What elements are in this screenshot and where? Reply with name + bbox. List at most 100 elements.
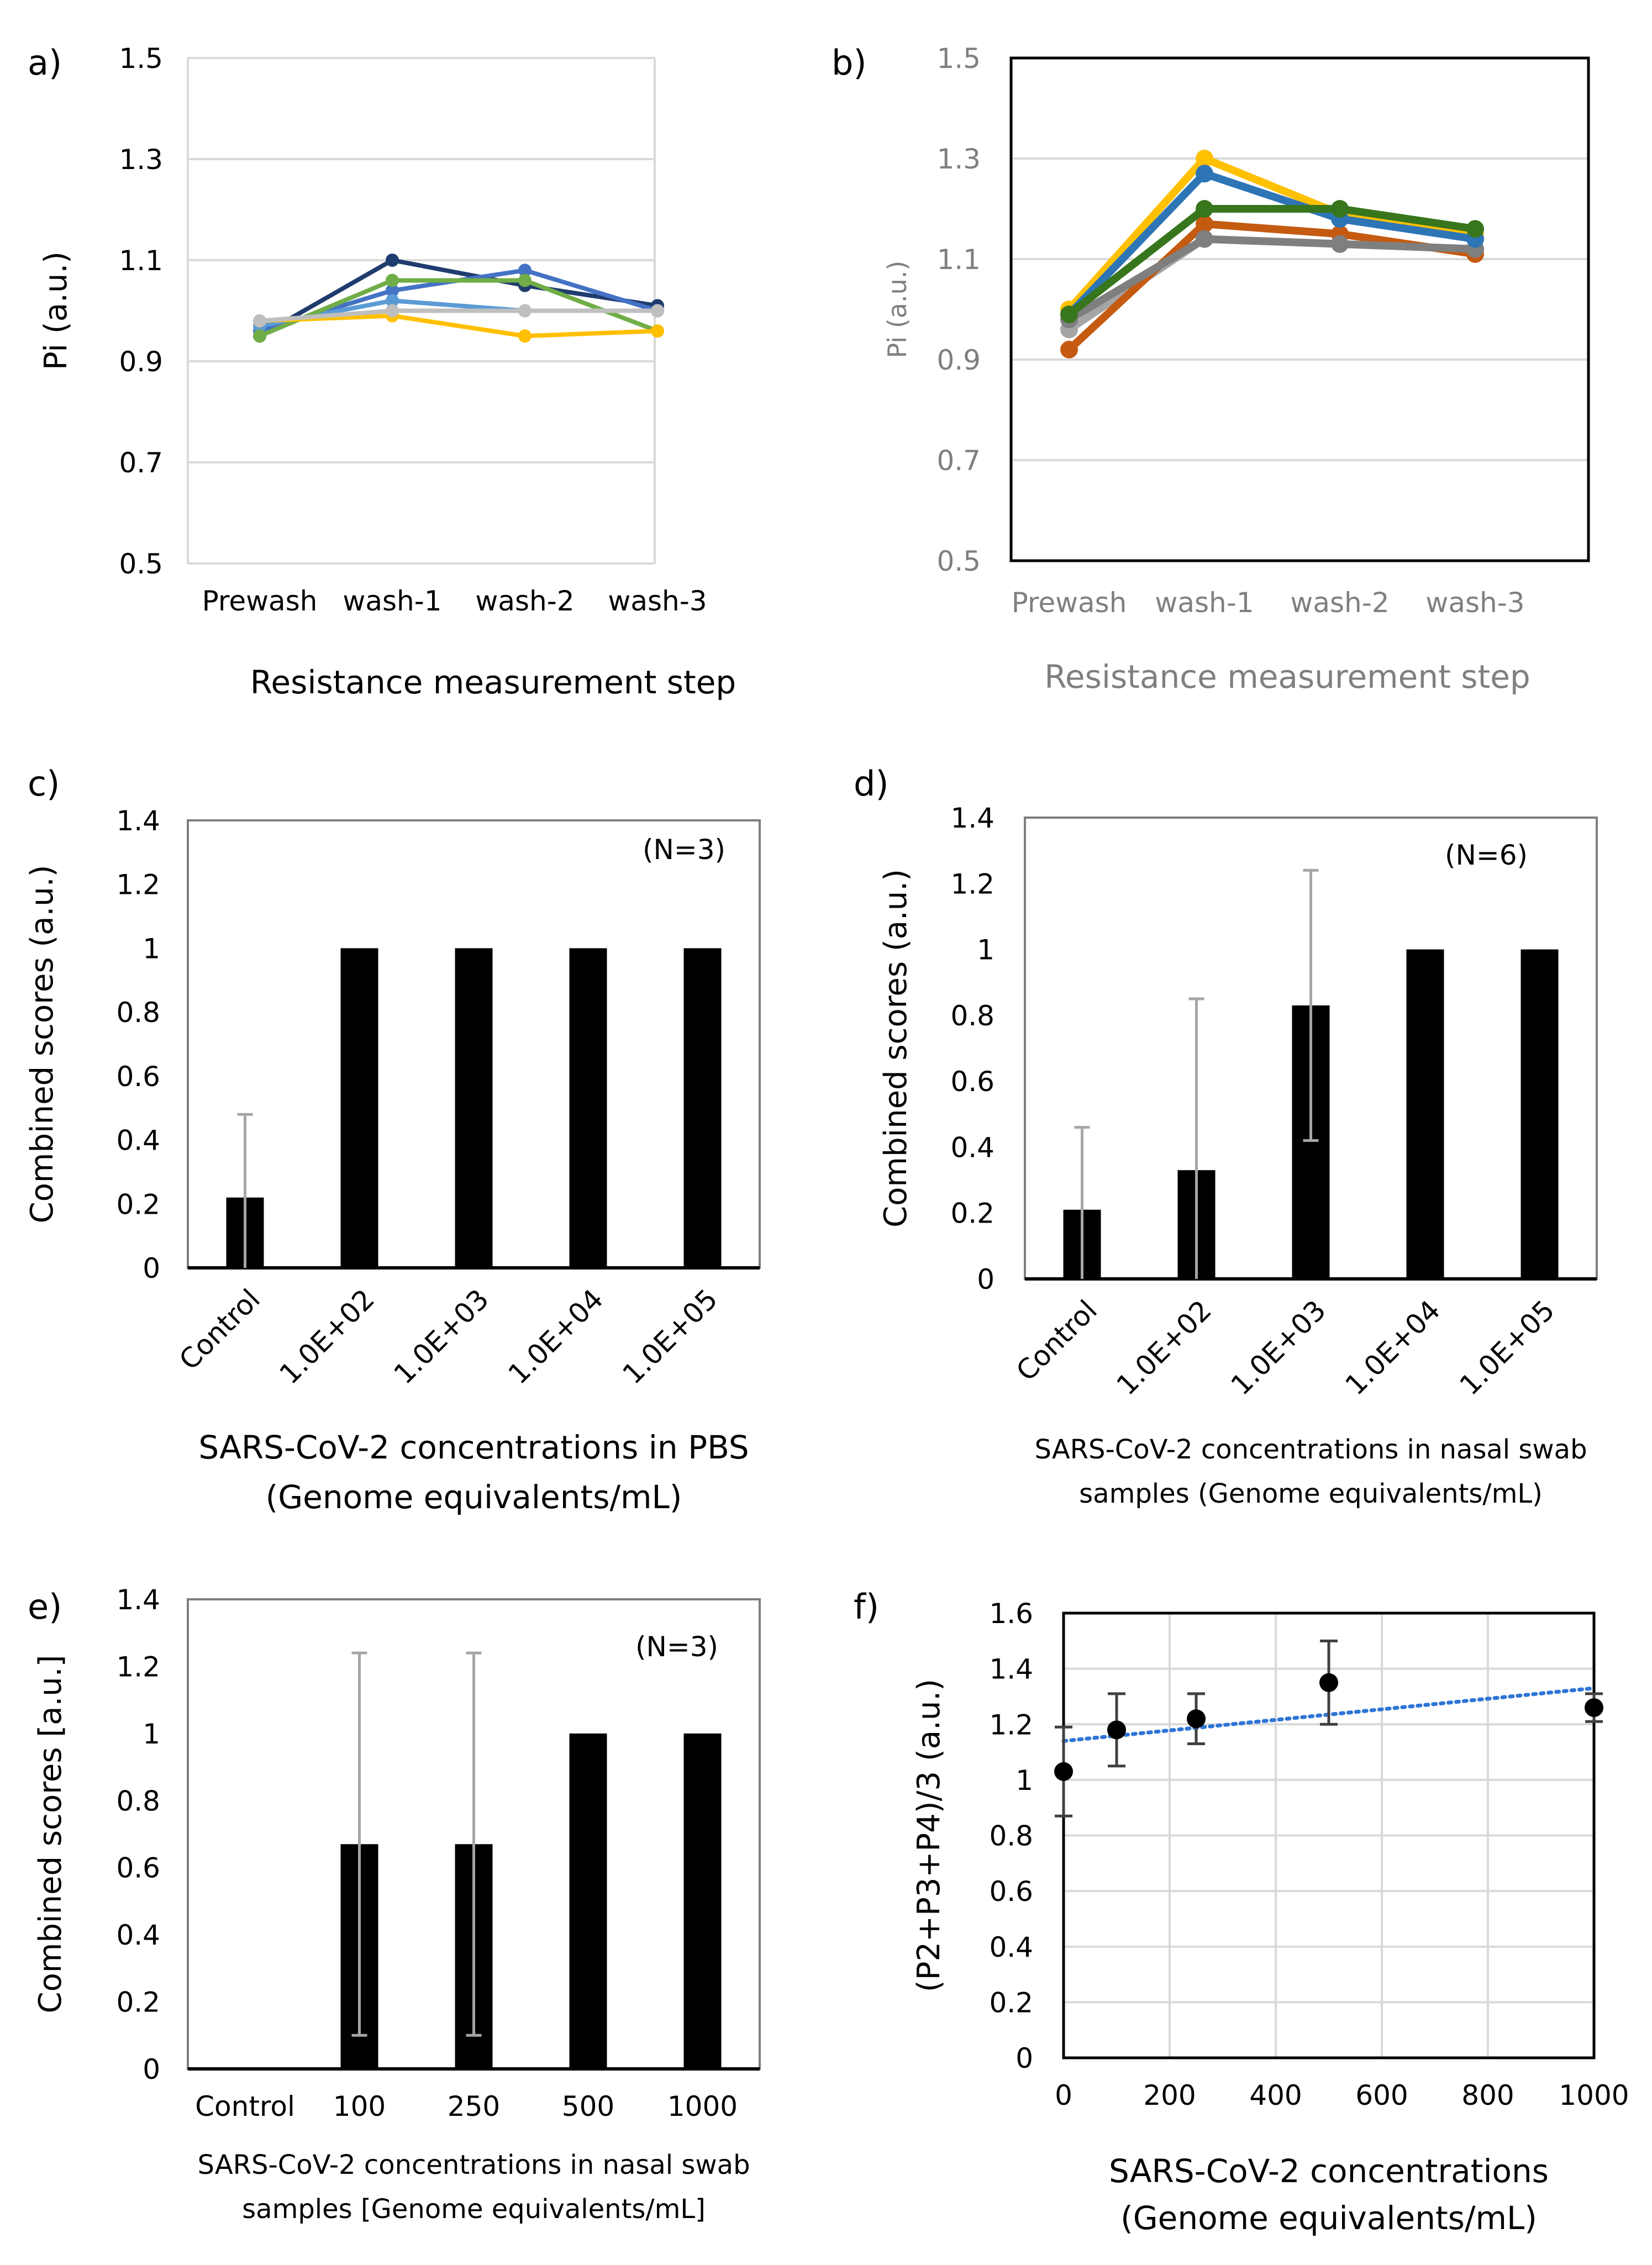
x-tick-label: 1000 xyxy=(667,2090,738,2122)
data-point xyxy=(1196,230,1213,248)
bar xyxy=(683,948,722,1268)
panel-a: a) 0.5 0.7 0.9 1.1 1.3 1.5 Pi (a.u.) Resistance … xyxy=(28,43,736,701)
data-point xyxy=(1196,165,1213,183)
series-line xyxy=(1066,205,1476,318)
data-point xyxy=(1466,220,1484,238)
panel-f: f) 0 0.2 0.4 0.6 0.8 1 1.2 1.4 1.6 (P2+P3+P4)/3 (a… xyxy=(854,1587,1629,2237)
y-tick-label: 1.2 xyxy=(116,1651,160,1683)
y-tick-label: 0.2 xyxy=(116,1987,160,2019)
data-point xyxy=(386,283,399,297)
sample-size-annotation: (N=3) xyxy=(635,1631,718,1663)
x-tick-label: wash-1 xyxy=(1155,587,1254,619)
y-axis-title: Combined scores (a.u.) xyxy=(878,869,914,1228)
plot-frame xyxy=(1062,1611,1596,2059)
x-tick-label: 1.0E+02 xyxy=(273,1283,381,1390)
x-tick-label: wash-2 xyxy=(475,585,574,617)
data-point xyxy=(386,294,399,308)
y-tick-label: 0.6 xyxy=(989,1876,1033,1908)
x-axis-title: SARS-CoV-2 concentrations in PBS xyxy=(198,1429,749,1466)
x-tick-label: 1.0E+03 xyxy=(388,1283,495,1390)
y-tick-label: 1.2 xyxy=(116,869,160,901)
x-tick-label: 1.0E+04 xyxy=(502,1283,609,1390)
y-tick-label: 0.6 xyxy=(950,1066,995,1098)
data-point xyxy=(1196,150,1213,167)
y-tick-label: 0.5 xyxy=(937,545,981,577)
series-s1 xyxy=(253,254,664,343)
y-tick-label: 1.4 xyxy=(989,1653,1033,1685)
plot-frame xyxy=(1009,56,1590,562)
panel-letter: e) xyxy=(28,1587,62,1627)
x-tick-label: 250 xyxy=(448,2090,500,2122)
sample-size-annotation: (N=3) xyxy=(643,834,725,866)
x-tick-label: wash-3 xyxy=(608,585,707,617)
y-tick-label: 0.9 xyxy=(937,344,981,376)
panel-d: d) 0 0.2 0.4 0.6 0.8 1 1.2 1.4 Combined scores (a… xyxy=(854,763,1598,1509)
y-tick-label: 1.4 xyxy=(950,802,995,834)
y-tick-label: 1.4 xyxy=(116,1584,160,1616)
y-tick-label: 0.2 xyxy=(950,1198,995,1230)
bar xyxy=(340,948,378,1268)
bar xyxy=(1521,949,1559,1279)
y-tick-label: 1.1 xyxy=(937,244,981,276)
series-line xyxy=(1066,170,1476,317)
data-point xyxy=(253,329,266,343)
y-tick-label: 0.5 xyxy=(119,548,163,580)
y-tick-label: 0.6 xyxy=(116,1061,160,1093)
data-point xyxy=(386,254,399,267)
y-tick-label: 0 xyxy=(143,1252,160,1284)
y-tick-label: 1 xyxy=(977,934,995,966)
y-tick-label: 0.7 xyxy=(937,445,981,477)
y-tick-label: 1.2 xyxy=(989,1709,1033,1741)
data-point xyxy=(1187,1709,1206,1729)
data-point xyxy=(1331,200,1349,218)
data-point xyxy=(1585,1698,1603,1718)
x-tick-label: 1.0E+04 xyxy=(1339,1294,1446,1401)
x-tick-label: 1.0E+03 xyxy=(1225,1294,1332,1401)
y-tick-label: 1.3 xyxy=(937,143,981,175)
bar xyxy=(683,1733,722,2069)
y-tick-label: 0.9 xyxy=(119,346,163,378)
x-axis-title: samples (Genome equivalents/mL) xyxy=(1079,1478,1543,1509)
series-line xyxy=(259,313,658,339)
y-axis-title: Combined scores [a.u.] xyxy=(33,1655,69,2014)
data-point xyxy=(1331,235,1349,253)
bar xyxy=(569,948,607,1268)
data-point xyxy=(518,273,532,287)
series-line xyxy=(259,278,659,338)
data-point xyxy=(1196,200,1213,218)
y-tick-label: 1.5 xyxy=(119,43,163,75)
panel-e: e) 0 0.2 0.4 0.6 0.8 1 1.2 1.4 Combined scores [a… xyxy=(28,1584,761,2225)
x-tick-label: 400 xyxy=(1249,2079,1302,2111)
x-tick-label: Control xyxy=(195,2090,295,2122)
y-tick-label: 0 xyxy=(143,2053,160,2085)
y-tick-label: 0 xyxy=(1016,2042,1033,2074)
x-axis-title: Resistance measurement step xyxy=(1044,658,1530,696)
y-tick-label: 0.4 xyxy=(950,1131,995,1163)
data-point xyxy=(1319,1673,1338,1692)
series-line xyxy=(1066,155,1476,312)
x-axis-title: (Genome equivalents/mL) xyxy=(266,1478,682,1516)
data-point xyxy=(1107,1720,1126,1740)
x-axis-title: samples [Genome equivalents/mL] xyxy=(242,2194,706,2225)
x-tick-label: Control xyxy=(173,1283,266,1376)
x-axis-title: SARS-CoV-2 concentrations in nasal swab xyxy=(1034,1434,1587,1465)
data-point xyxy=(386,273,399,287)
data-point xyxy=(651,324,664,338)
y-tick-label: 1.5 xyxy=(937,43,981,75)
y-tick-label: 1.1 xyxy=(119,245,163,277)
x-axis-title: Resistance measurement step xyxy=(250,663,736,701)
data-point xyxy=(253,314,266,328)
x-tick-label: 1.0E+02 xyxy=(1111,1294,1218,1401)
x-tick-label: 100 xyxy=(333,2090,386,2122)
series-line xyxy=(1067,235,1476,323)
panel-letter: c) xyxy=(28,763,60,804)
sample-size-annotation: (N=6) xyxy=(1445,839,1528,871)
data-point xyxy=(518,329,532,343)
panel-letter: d) xyxy=(854,763,889,804)
y-tick-label: 1.4 xyxy=(116,805,160,837)
y-axis-title: (P2+P3+P4)/3 (a.u.) xyxy=(911,1679,947,1992)
x-tick-label: Prewash xyxy=(1012,587,1127,619)
series-s6 xyxy=(253,304,664,328)
x-tick-label: 200 xyxy=(1143,2079,1196,2111)
y-tick-label: 1 xyxy=(143,1718,160,1750)
